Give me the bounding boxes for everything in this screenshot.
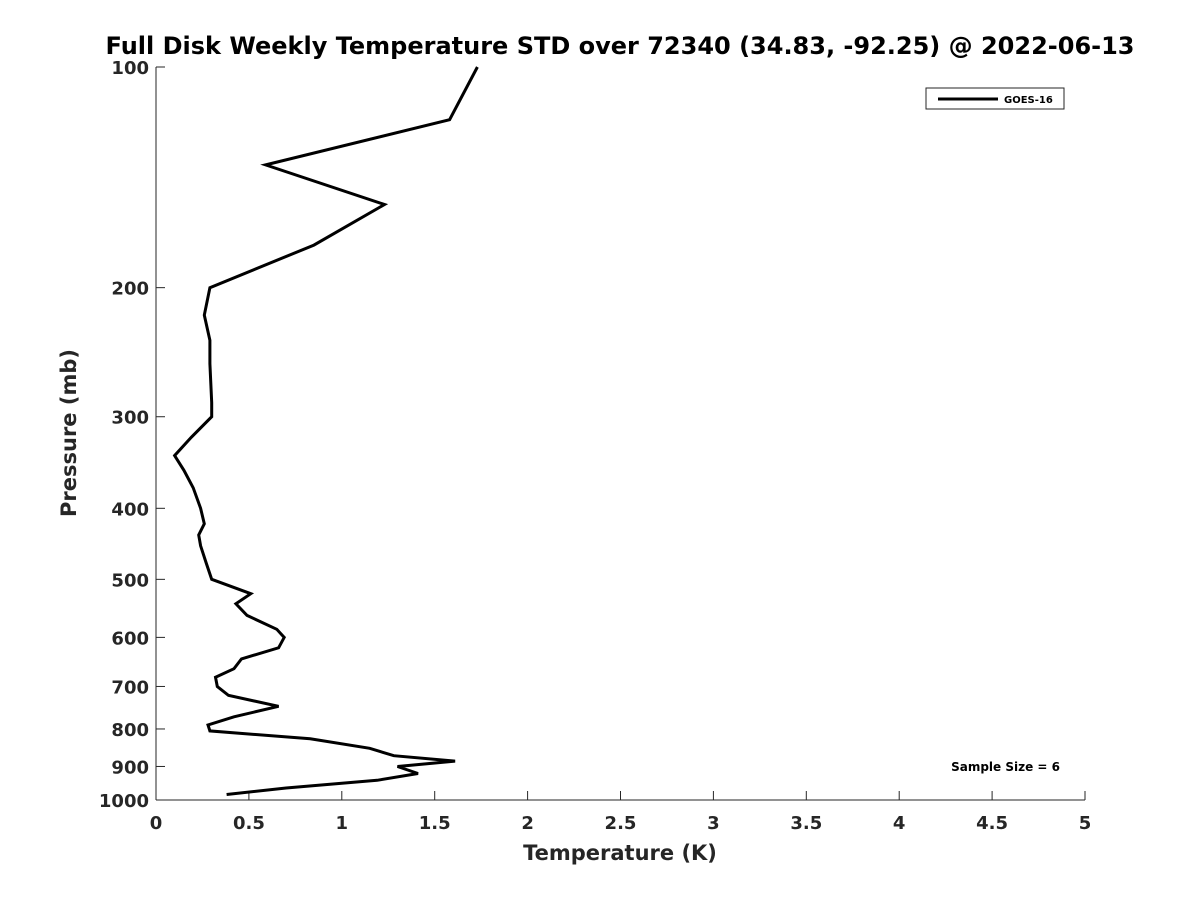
y-tick-label: 700 — [111, 677, 149, 698]
y-tick-label: 300 — [111, 408, 149, 429]
x-tick-label: 1.5 — [419, 813, 451, 834]
series-line-goes-16 — [172, 66, 479, 796]
sample-size-annotation: Sample Size = 6 — [951, 760, 1060, 774]
x-tick-label: 1 — [336, 813, 349, 834]
x-tick-label: 3.5 — [790, 813, 822, 834]
y-axis-label: Pressure (mb) — [57, 349, 81, 517]
x-tick-label: 2 — [521, 813, 534, 834]
y-tick-label: 500 — [111, 570, 149, 591]
y-tick-label: 1000 — [99, 791, 149, 812]
plot-series — [172, 66, 479, 796]
chart-title: Full Disk Weekly Temperature STD over 72… — [106, 32, 1135, 60]
legend-label-goes-16: GOES-16 — [1004, 95, 1053, 106]
y-tick-label: 900 — [111, 757, 149, 778]
y-tick-label: 600 — [111, 628, 149, 649]
y-axis-ticks: 100 200 300 400 500 600 700 800 900 1000 — [99, 58, 165, 812]
x-tick-label: 0.5 — [233, 813, 265, 834]
x-axis-ticks: 0 0.5 1 1.5 2 2.5 3 3.5 4 4.5 5 — [150, 791, 1092, 834]
y-tick-label: 200 — [111, 279, 149, 300]
legend: GOES-16 — [925, 87, 1065, 110]
x-tick-label: 5 — [1079, 813, 1092, 834]
x-tick-label: 4 — [893, 813, 906, 834]
x-tick-label: 3 — [707, 813, 720, 834]
x-tick-label: 0 — [150, 813, 163, 834]
y-tick-label: 400 — [111, 499, 149, 520]
x-tick-label: 4.5 — [976, 813, 1008, 834]
y-tick-label: 800 — [111, 720, 149, 741]
y-tick-label: 100 — [111, 58, 149, 79]
x-axis-label: Temperature (K) — [523, 841, 717, 865]
x-tick-label: 2.5 — [605, 813, 637, 834]
